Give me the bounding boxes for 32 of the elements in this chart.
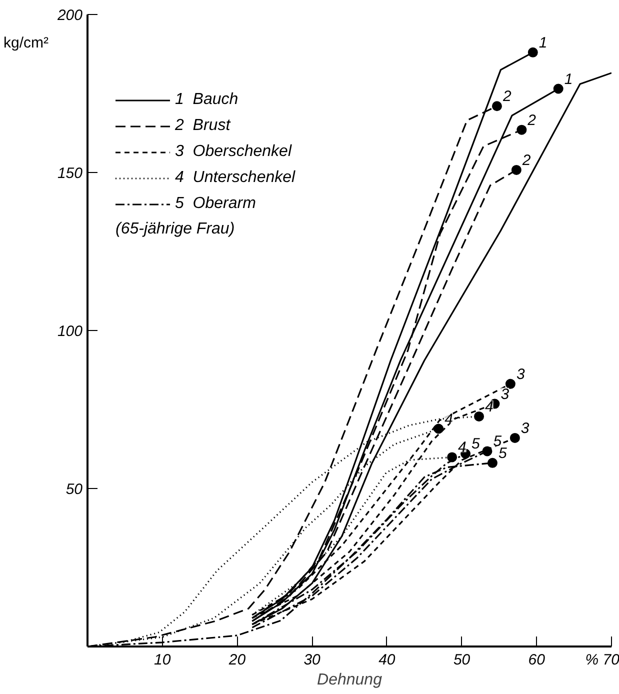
legend-label: 5 Oberarm: [175, 195, 256, 213]
legend-label: 3 Oberschenkel: [175, 143, 292, 161]
annotation: (65-jährige Frau): [116, 220, 235, 238]
annotation: 4: [485, 398, 494, 416]
annotation: 2: [502, 88, 512, 106]
annotation: 1: [538, 34, 548, 52]
x-tick-label: 20: [228, 652, 246, 668]
y-tick-label: 200: [56, 7, 84, 24]
y-tick-label: 50: [66, 481, 84, 498]
x-tick-label: % 70: [585, 652, 619, 668]
x-tick-label: 40: [378, 652, 396, 668]
annotation: 4: [444, 410, 453, 428]
legend-label: 4 Unterschenkel: [175, 169, 296, 187]
annotation: 5: [498, 444, 508, 462]
x-tick-label: 10: [154, 652, 172, 668]
annotation: 1: [564, 70, 573, 88]
y-tick-label: 100: [57, 323, 84, 340]
annotation: 2: [521, 152, 532, 169]
x-tick-label: 50: [453, 652, 471, 668]
x-tick-label: 60: [528, 652, 546, 668]
legend-label: 2 Brust: [175, 117, 230, 135]
annotation: 3: [520, 420, 530, 437]
x-axis-title: Dehnung: [317, 672, 382, 688]
y-axis-title: kg/cm²: [4, 34, 49, 52]
y-tick-label: 150: [57, 165, 84, 182]
annotation: 5: [472, 436, 481, 453]
annotation: 3: [516, 366, 526, 383]
annotation: 2: [526, 112, 537, 129]
annotation: 4: [458, 439, 466, 456]
annotation: 3: [500, 386, 510, 403]
x-tick-label: 30: [304, 652, 322, 668]
legend-label: 1 Bauch: [175, 91, 238, 109]
